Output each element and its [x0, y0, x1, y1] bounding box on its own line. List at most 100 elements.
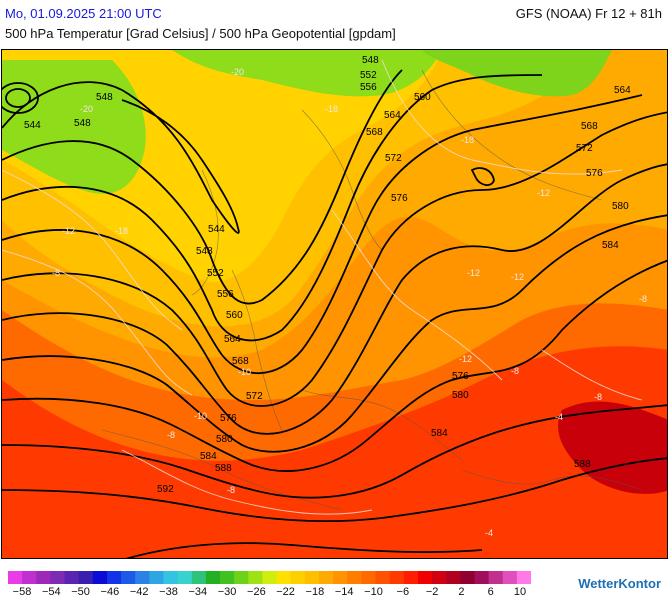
color-swatch: [276, 571, 292, 584]
color-scale-ticks: −58 −54 −50 −46 −42 −38 −34 −30 −26 −22 −18 −14 −10−…: [0, 586, 669, 600]
svg-text:-8: -8: [594, 392, 602, 402]
scale-tick-label: 2: [458, 586, 465, 598]
svg-text:564: 564: [384, 110, 401, 121]
scale-tick-label: −58: [12, 586, 32, 598]
svg-text:552: 552: [207, 268, 224, 279]
color-swatch: [163, 571, 179, 584]
color-swatch: [262, 571, 278, 584]
svg-text:-18: -18: [115, 226, 128, 236]
svg-text:-12: -12: [62, 226, 75, 236]
svg-text:556: 556: [360, 82, 377, 93]
svg-text:584: 584: [602, 240, 619, 251]
scale-tick-label: −6: [396, 586, 410, 598]
color-swatch: [248, 571, 264, 584]
svg-text:568: 568: [232, 356, 249, 367]
header: Mo, 01.09.2025 21:00 UTC GFS (NOAA) Fr 1…: [0, 0, 669, 46]
color-scale-bar: [8, 571, 531, 584]
svg-text:-8: -8: [639, 294, 647, 304]
color-swatch: [389, 571, 405, 584]
svg-text:-4: -4: [485, 528, 493, 538]
datetime-label: Mo, 01.09.2025 21:00 UTC: [5, 6, 162, 21]
color-swatch: [488, 571, 504, 584]
scale-tick-label: 10: [513, 586, 527, 598]
svg-text:-20: -20: [231, 67, 244, 77]
color-swatch: [205, 571, 221, 584]
color-swatch: [234, 571, 249, 584]
svg-text:-8: -8: [52, 268, 60, 278]
svg-text:588: 588: [215, 463, 232, 474]
scale-tick-label: 6: [487, 586, 494, 598]
color-swatch: [36, 571, 52, 584]
svg-text:544: 544: [208, 224, 225, 235]
color-swatch: [92, 571, 108, 584]
color-swatch: [502, 571, 518, 584]
color-swatch: [361, 571, 377, 584]
svg-text:-8: -8: [511, 366, 519, 376]
color-swatch: [403, 571, 419, 584]
svg-text:-18: -18: [325, 104, 338, 114]
svg-text:548: 548: [196, 246, 213, 257]
scale-tick-label: −26: [247, 586, 266, 598]
svg-text:576: 576: [586, 168, 603, 179]
scale-tick-label: −42: [129, 586, 149, 598]
color-swatch: [333, 571, 348, 584]
wetterkontor-logo[interactable]: WetterKontor: [578, 576, 661, 591]
svg-text:584: 584: [200, 451, 217, 462]
color-swatch: [304, 571, 320, 584]
color-swatch: [375, 571, 391, 584]
svg-text:592: 592: [157, 484, 174, 495]
svg-text:-12: -12: [467, 268, 480, 278]
svg-text:-10: -10: [238, 367, 251, 377]
svg-text:572: 572: [576, 143, 593, 154]
svg-text:584: 584: [431, 428, 448, 439]
color-swatch: [177, 571, 193, 584]
color-swatch: [290, 571, 306, 584]
scale-tick-label: −46: [100, 586, 120, 598]
svg-text:-12: -12: [459, 354, 472, 364]
color-swatch: [446, 571, 461, 584]
svg-text:576: 576: [220, 413, 237, 424]
color-swatch: [347, 571, 362, 584]
color-swatch: [64, 571, 80, 584]
color-swatch: [318, 571, 334, 584]
svg-text:-10: -10: [194, 411, 207, 421]
svg-text:572: 572: [385, 153, 402, 164]
color-swatch: [50, 571, 66, 584]
svg-text:564: 564: [614, 85, 631, 96]
scale-tick-label: −14: [334, 586, 354, 598]
svg-text:548: 548: [74, 118, 91, 129]
svg-text:568: 568: [581, 121, 598, 132]
scale-tick-label: −30: [217, 586, 237, 598]
svg-text:-18: -18: [461, 135, 474, 145]
color-swatch: [417, 571, 433, 584]
weather-map[interactable]: 548 552 556 560 564 568 572 576 564 568 572 576 …: [1, 49, 668, 559]
color-swatch: [220, 571, 235, 584]
svg-text:576: 576: [452, 371, 469, 382]
temperature-color-scale: [8, 571, 531, 584]
parameter-label: 500 hPa Temperatur [Grad Celsius] / 500 …: [5, 26, 396, 41]
scale-tick-label: −50: [71, 586, 90, 598]
color-swatch: [121, 571, 136, 584]
svg-text:-8: -8: [167, 430, 175, 440]
svg-text:588: 588: [574, 459, 591, 470]
svg-text:556: 556: [217, 289, 234, 300]
svg-text:548: 548: [96, 92, 113, 103]
svg-text:-20: -20: [80, 104, 93, 114]
color-swatch: [78, 571, 94, 584]
color-swatch: [22, 571, 37, 584]
svg-text:580: 580: [452, 390, 469, 401]
scale-tick-label: −38: [159, 586, 178, 598]
svg-text:564: 564: [224, 334, 241, 345]
color-swatch: [135, 571, 150, 584]
svg-text:576: 576: [391, 193, 408, 204]
svg-text:548: 548: [362, 55, 379, 66]
svg-text:-12: -12: [511, 272, 524, 282]
svg-text:-12: -12: [537, 188, 550, 198]
scale-tick-label: −34: [188, 586, 208, 598]
svg-text:568: 568: [366, 127, 383, 138]
svg-text:560: 560: [414, 92, 431, 103]
color-swatch: [432, 571, 447, 584]
scale-tick-label: −10: [364, 586, 383, 598]
scale-tick-label: −2: [425, 586, 439, 598]
